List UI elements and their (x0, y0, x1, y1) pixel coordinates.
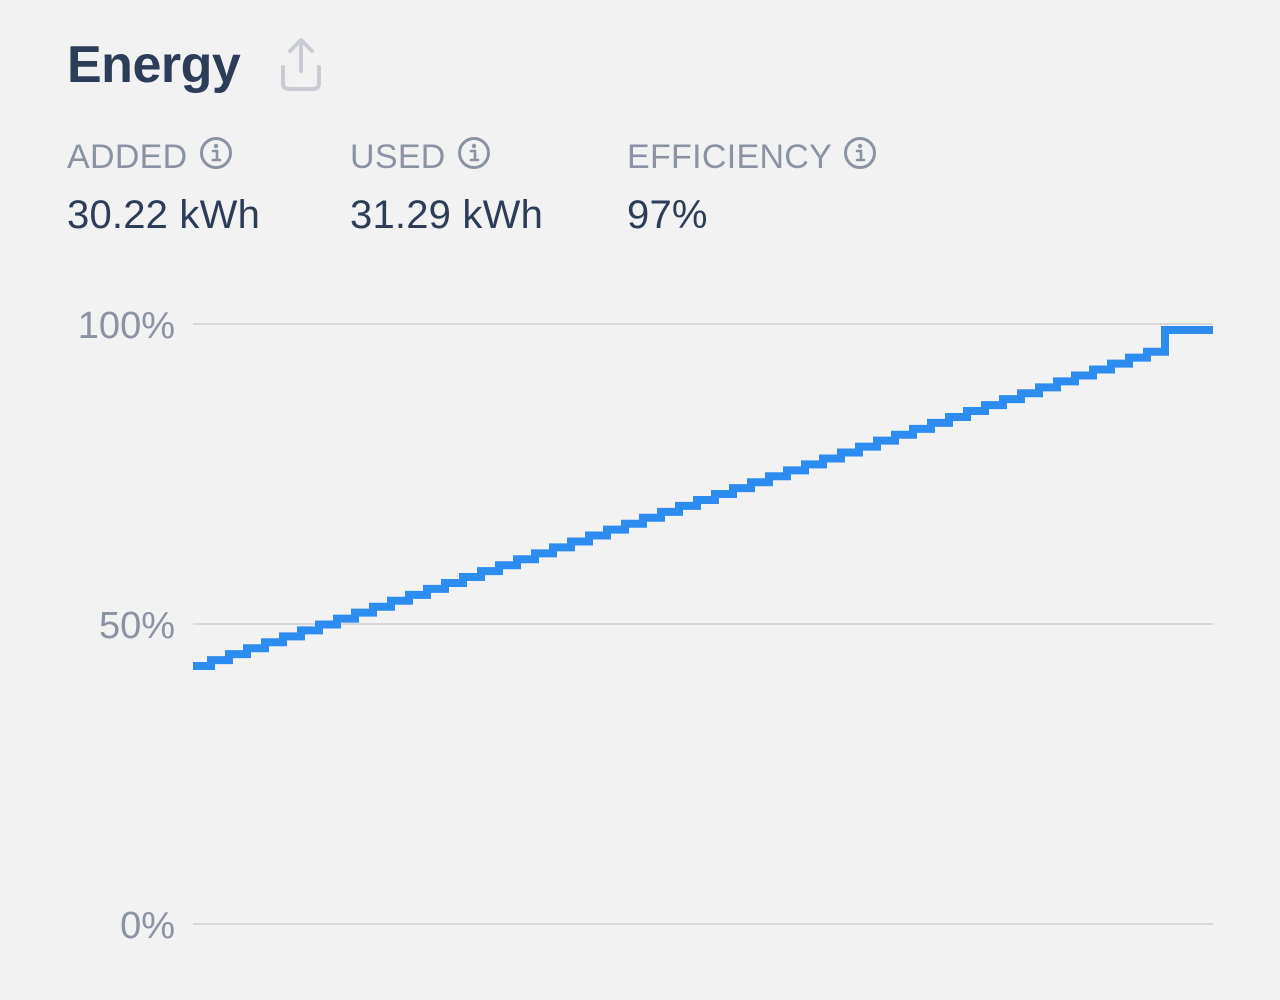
chart-series (193, 326, 1213, 670)
y-tick-label: 0% (120, 905, 175, 947)
info-button[interactable] (198, 135, 234, 171)
chart-grid (193, 323, 1213, 925)
info-icon (199, 137, 232, 169)
series-line (193, 326, 1213, 670)
info-button[interactable] (456, 135, 492, 171)
share-icon (281, 38, 322, 91)
info-icon (844, 137, 877, 169)
info-button[interactable] (842, 135, 878, 171)
stat-label: USED (350, 137, 446, 176)
stat-value: 97% (627, 193, 708, 237)
chart-y-axis: 0% 50% 100% (78, 305, 175, 947)
y-tick-label: 100% (78, 305, 175, 347)
info-icon (457, 137, 490, 169)
stat-added: ADDED 30.22 kWh (67, 135, 260, 238)
y-tick-label: 50% (99, 605, 175, 647)
stat-used: USED 31.29 kWh (350, 135, 543, 238)
stat-value: 31.29 kWh (350, 193, 544, 237)
share-button[interactable] (276, 34, 326, 96)
header: Energy (67, 30, 326, 100)
stat-efficiency: EFFICIENCY 97% (627, 135, 878, 238)
page-title: Energy (67, 36, 241, 94)
stat-label: EFFICIENCY (627, 137, 833, 176)
stat-value: 30.22 kWh (67, 193, 261, 237)
stat-label: ADDED (67, 137, 188, 176)
